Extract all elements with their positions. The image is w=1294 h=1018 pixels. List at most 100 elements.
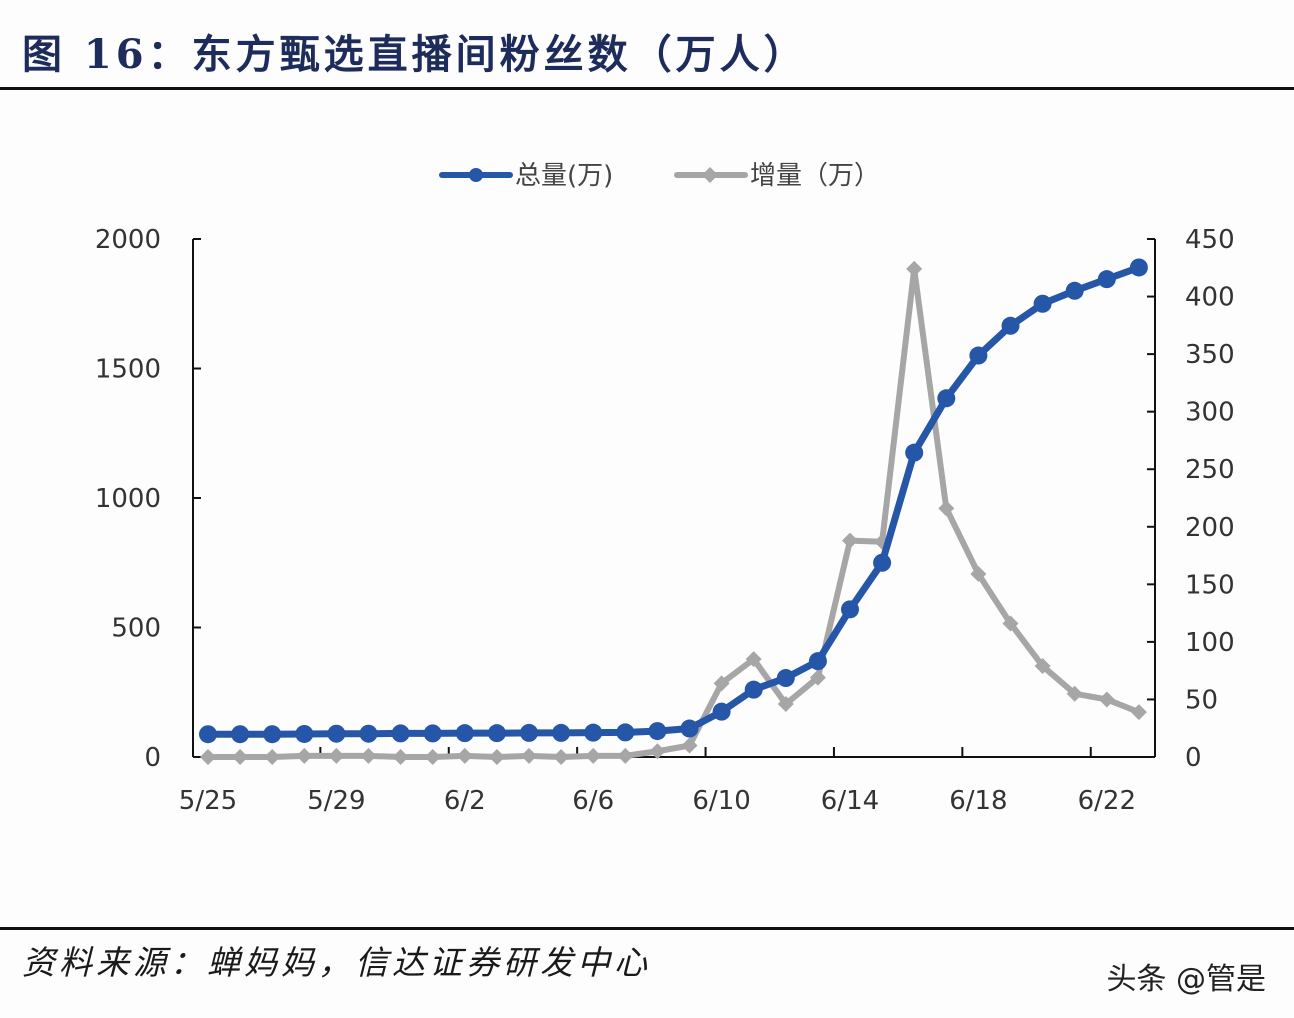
diamond-marker	[456, 747, 473, 764]
diamond-marker	[424, 749, 441, 765]
circle-marker	[808, 652, 827, 671]
left-tick-label: 1000	[95, 484, 161, 514]
circle-marker	[263, 725, 282, 744]
diamond-marker	[488, 749, 505, 765]
right-tick-label: 300	[1185, 398, 1235, 428]
diamond-marker	[360, 747, 377, 764]
diamond-marker	[392, 749, 409, 765]
left-tick-label: 500	[111, 614, 161, 644]
diamond-marker	[296, 747, 313, 764]
circle-marker	[680, 719, 699, 738]
diamond-marker	[553, 749, 570, 765]
diamond-marker	[200, 749, 216, 765]
circle-marker	[776, 669, 795, 688]
legend-item-total: 总量(万)	[439, 161, 613, 191]
circle-marker	[1033, 294, 1052, 313]
diamond-marker	[649, 743, 666, 760]
right-tick-label: 450	[1185, 225, 1235, 255]
diamond-marker	[681, 737, 698, 754]
axes: 0 500 1000 1500 2000 0 50 100 150 200 250 300 350 400…	[95, 225, 1235, 816]
circle-marker	[1001, 316, 1020, 335]
diamond-marker	[1098, 691, 1115, 708]
series-increment	[200, 260, 1147, 765]
x-tick-label: 6/14	[821, 786, 879, 816]
circle-marker	[616, 723, 635, 742]
circle-marker	[423, 724, 442, 743]
chart-title: 图 16：东方甄选直播间粉丝数（万人）	[22, 31, 808, 78]
left-tick-label: 0	[144, 743, 161, 773]
circle-marker	[1097, 270, 1116, 289]
circle-marker	[744, 680, 763, 699]
circle-marker	[359, 724, 378, 743]
left-tick-label: 2000	[95, 225, 161, 255]
circle-marker	[841, 600, 859, 619]
right-tick-label: 150	[1185, 570, 1235, 600]
diamond-marker	[842, 532, 858, 549]
right-tick-label: 350	[1185, 340, 1235, 370]
circle-marker	[455, 724, 474, 743]
circle-marker	[1129, 258, 1148, 277]
diamond-marker	[617, 747, 634, 764]
diamond-marker	[1002, 615, 1019, 632]
diamond-marker	[328, 747, 345, 764]
diamond-marker	[264, 749, 281, 765]
x-tick-label: 6/22	[1078, 786, 1136, 816]
left-tick-label: 1500	[95, 355, 161, 385]
circle-marker	[295, 724, 314, 743]
title-bar: 图 16：东方甄选直播间粉丝数（万人）	[0, 0, 1294, 90]
circle-marker	[873, 553, 892, 572]
increment-line	[208, 265, 1141, 760]
circle-marker	[487, 724, 506, 743]
diamond-marker	[713, 675, 730, 692]
right-tick-label: 200	[1185, 513, 1235, 543]
diamond-marker	[809, 669, 826, 686]
x-tick-label: 6/2	[444, 786, 486, 816]
circle-marker-icon	[469, 168, 483, 182]
x-tick-label: 6/10	[692, 786, 750, 816]
right-tick-label: 400	[1185, 283, 1235, 313]
circle-marker	[937, 389, 956, 408]
circle-marker	[648, 722, 667, 741]
circle-marker	[231, 725, 250, 744]
circle-marker	[391, 724, 410, 743]
legend: 总量(万) 增量（万）	[439, 161, 880, 191]
diamond-marker	[745, 651, 762, 668]
bottom-divider	[0, 927, 1294, 930]
circle-marker	[1065, 281, 1084, 300]
legend-label-total: 总量(万)	[515, 161, 613, 191]
diamond-marker	[585, 747, 602, 764]
watermark: 头条 @管是	[1106, 962, 1266, 997]
right-tick-label: 250	[1185, 455, 1235, 485]
circle-marker	[327, 724, 346, 743]
x-tick-label: 6/6	[572, 786, 614, 816]
dual-axis-line-chart: 总量(万) 增量（万） 0 500 1000 1500 2000 0 50 100 150 200…	[95, 161, 1235, 816]
diamond-marker	[1130, 704, 1147, 721]
source-note: 资料来源：蝉妈妈，信达证券研发中心	[22, 943, 651, 982]
diamond-marker	[521, 747, 537, 764]
circle-marker	[199, 725, 217, 744]
diamond-marker	[777, 696, 794, 713]
x-tick-label: 5/29	[307, 786, 365, 816]
diamond-marker	[1034, 658, 1051, 675]
series-total	[199, 258, 1148, 744]
x-tick-label: 6/18	[949, 786, 1007, 816]
total-line	[208, 264, 1141, 738]
diamond-marker	[970, 565, 987, 582]
circle-marker	[905, 443, 924, 462]
circle-marker	[552, 723, 571, 742]
circle-marker	[584, 723, 603, 742]
circle-marker	[969, 346, 988, 365]
circle-marker	[712, 702, 731, 721]
x-tick-label: 5/25	[179, 786, 237, 816]
right-tick-label: 50	[1185, 685, 1218, 715]
legend-item-increment: 增量（万）	[674, 161, 880, 191]
diamond-marker	[232, 749, 249, 765]
diamond-marker	[1066, 685, 1083, 702]
circle-marker	[520, 723, 538, 742]
diamond-marker	[938, 500, 955, 517]
legend-label-increment: 增量（万）	[750, 161, 880, 191]
right-tick-label: 100	[1185, 628, 1235, 658]
right-tick-label: 0	[1185, 743, 1202, 773]
diamond-marker-icon	[702, 167, 718, 183]
diamond-marker	[906, 260, 923, 277]
